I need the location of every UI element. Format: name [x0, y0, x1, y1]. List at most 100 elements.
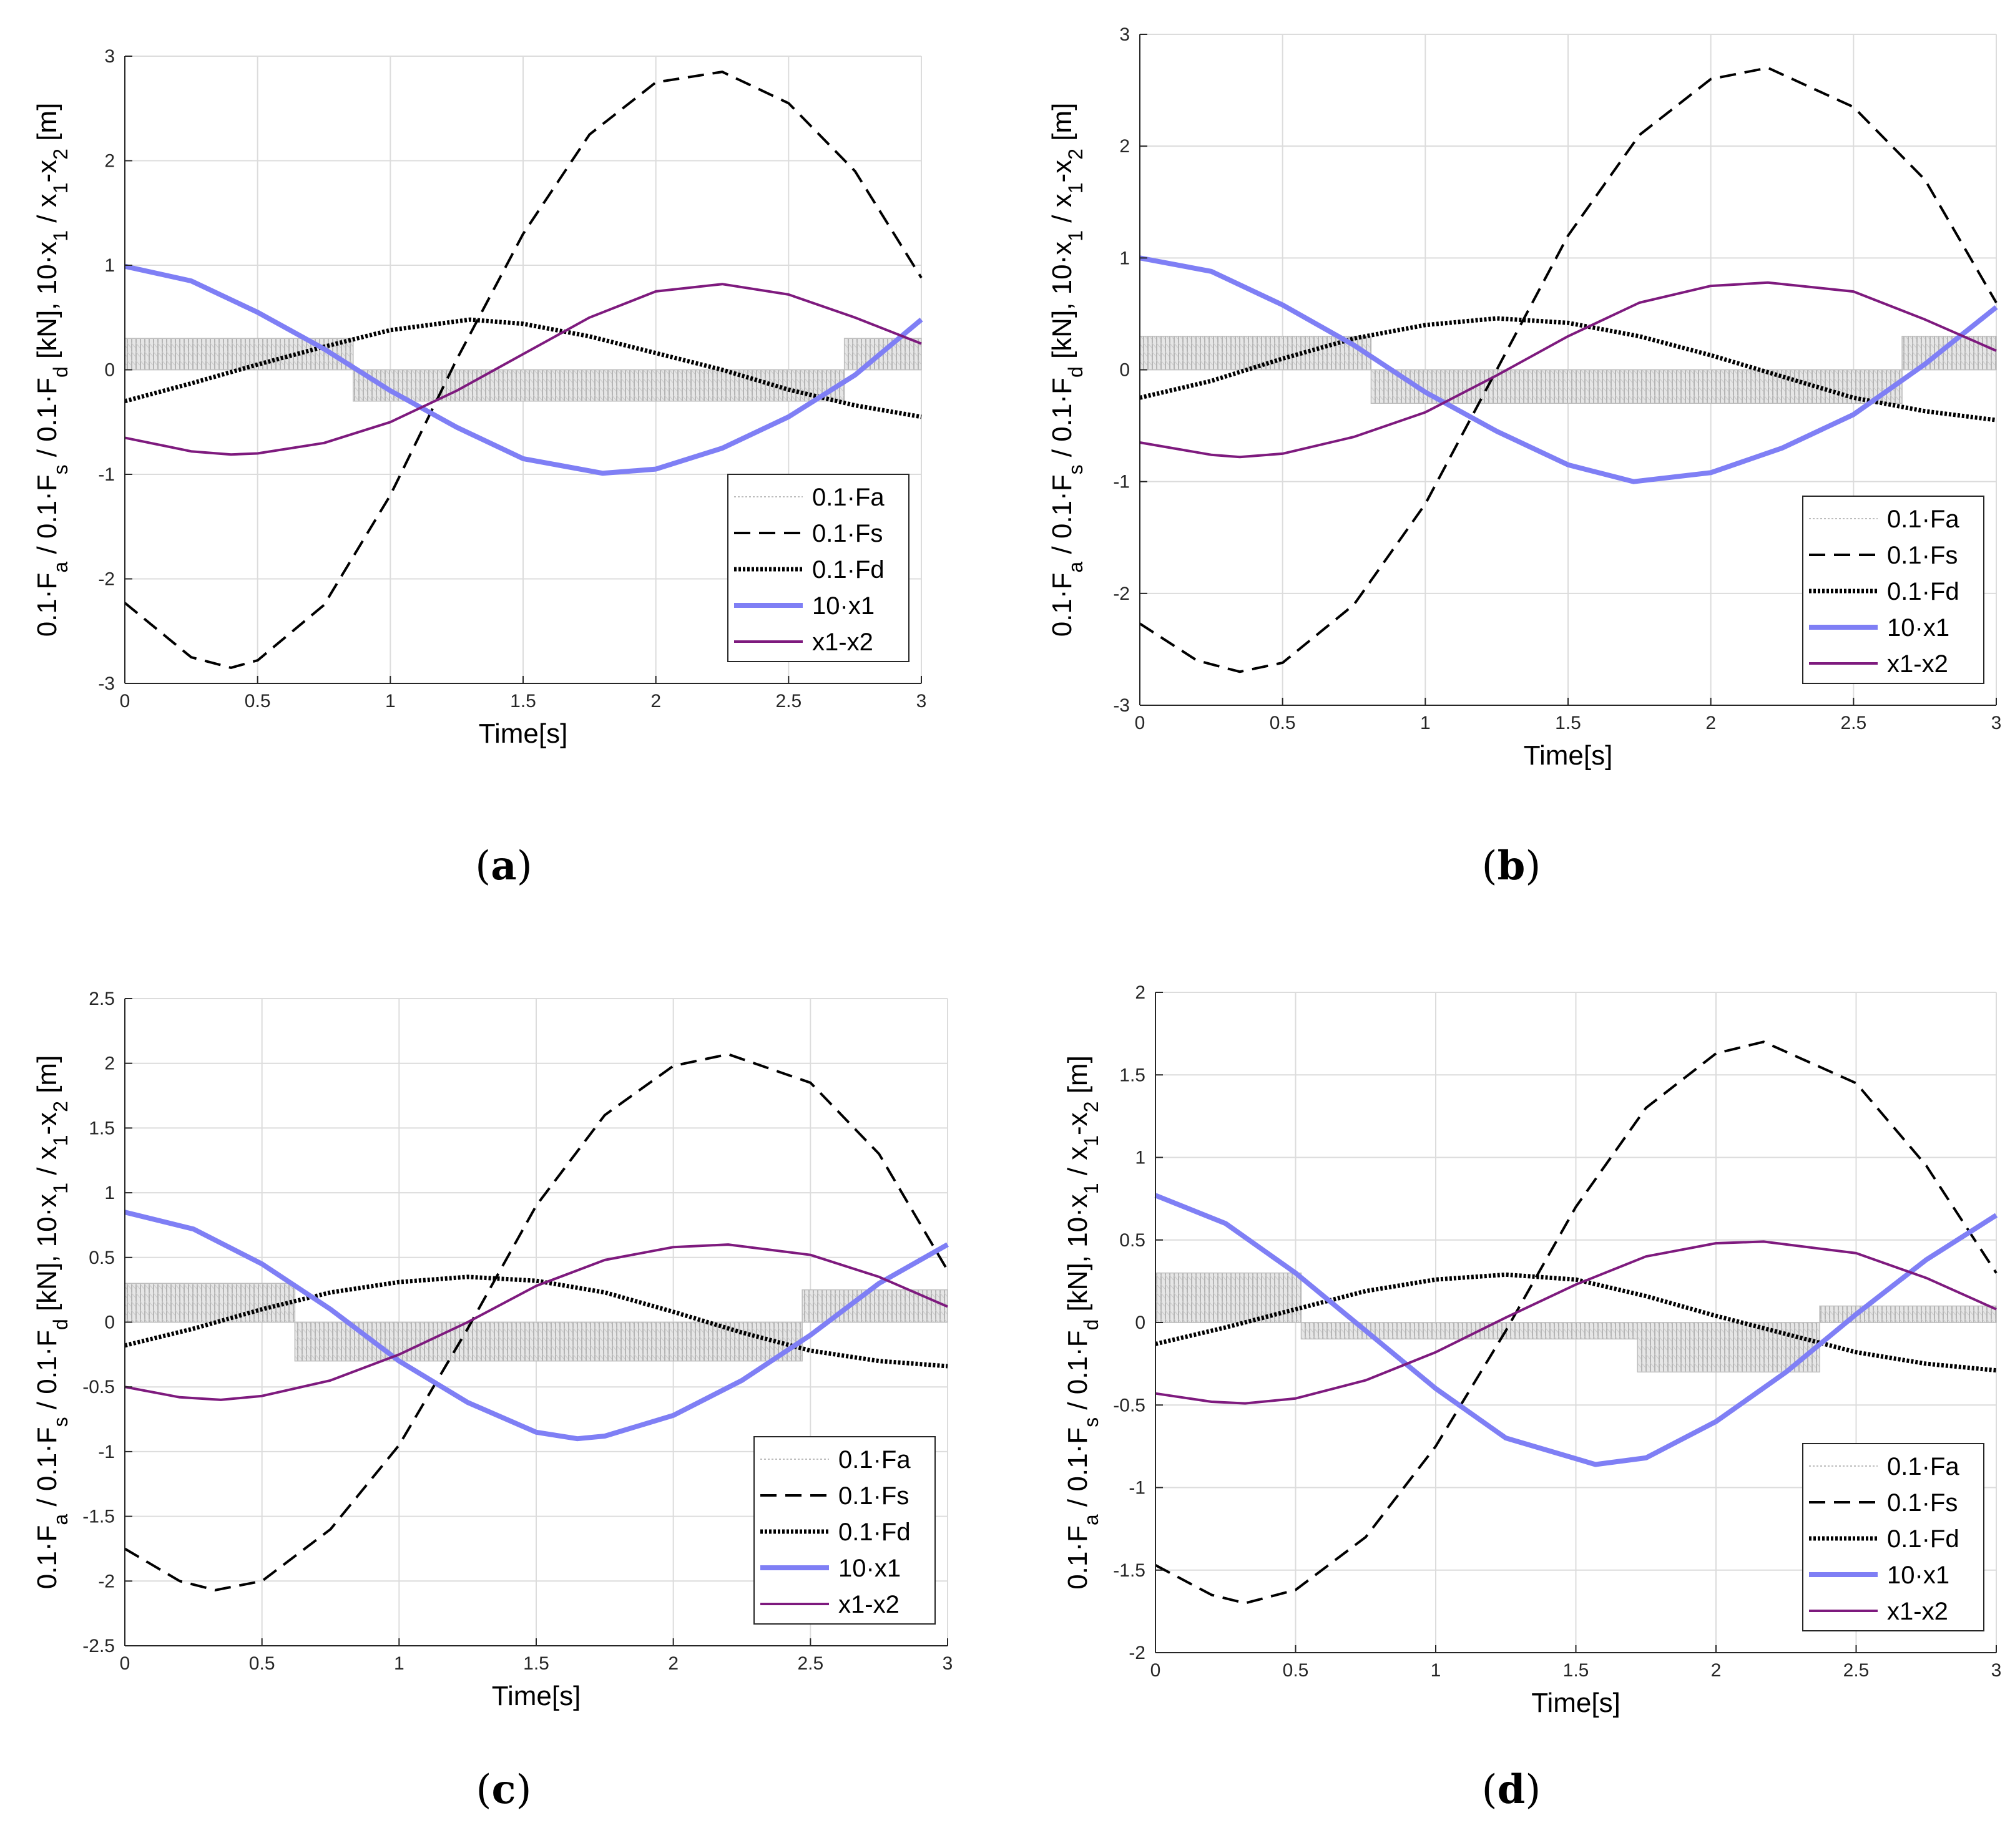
y-tick-label-c-1: -2: [98, 1571, 115, 1591]
y-axis-label-a: 0.1·Fa / 0.1·Fs / 0.1·Fd [kN], 10·x1 / x…: [32, 103, 72, 637]
y-axis-label-c: 0.1·Fa / 0.1·Fs / 0.1·Fd [kN], 10·x1 / x…: [32, 1055, 72, 1590]
y-tick-label-a-6: 3: [104, 46, 115, 67]
panel-a: 0 0.5 1 1.5 2 2.5 3 -3 -2 -1 0 1 2 3 Time[s] 0.1·Fa / 0…: [0, 0, 1007, 924]
x-tick-label-b-0: 0: [1135, 713, 1145, 733]
x-axis-label-d: Time[s]: [1531, 1688, 1620, 1718]
x-axis-label-c: Time[s]: [492, 1681, 581, 1711]
y-tick-label-c-5: 0: [104, 1313, 115, 1333]
x-tick-label-a-4: 2: [650, 691, 661, 711]
legend-label-c-Fd: 0.1·Fd: [838, 1518, 911, 1546]
x-tick-label-b-5: 2.5: [1840, 713, 1866, 733]
x-tick-label-a-0: 0: [120, 691, 130, 711]
x1-x2-line-b: [1139, 281, 1997, 459]
y-tick-label-b-4: 1: [1119, 248, 1130, 268]
caption-a: (a): [475, 843, 532, 889]
x-tick-label-d-1: 0.5: [1283, 1660, 1309, 1681]
y-tick-label-d-6: 1: [1135, 1148, 1145, 1168]
x-tick-label-b-3: 1.5: [1555, 713, 1581, 733]
fs-line-b: [1139, 66, 1998, 673]
x-tick-label-b-2: 1: [1420, 713, 1431, 733]
legend-label-b-Fs: 0.1·Fs: [1887, 542, 1958, 569]
fa-band-d-2: [1637, 1322, 1820, 1373]
panel-c: 0 0.5 1 1.5 2 2.5 3 -2.5 -2 -1.5 -1 -0.5 0 0.5 1 1.5 2 2.…: [0, 924, 1007, 1847]
x-tick-label-d-3: 1.5: [1563, 1660, 1589, 1681]
legend-label-c-x1x2: x1-x2: [838, 1591, 900, 1618]
caption-d: (d): [1481, 1766, 1541, 1813]
legend-label-a-Fa: 0.1·Fa: [812, 484, 885, 511]
y-tick-label-c-10: 2.5: [89, 989, 115, 1009]
caption-c: (c): [476, 1766, 532, 1813]
fs-line-c: [124, 1053, 949, 1591]
x-tick-label-d-6: 3: [1991, 1660, 2002, 1681]
x-axis-label-a: Time[s]: [479, 718, 568, 749]
y-tick-label-c-2: -1.5: [82, 1507, 115, 1527]
caption-b-letter: b: [1497, 843, 1526, 889]
fa-band-a-1: [353, 369, 845, 402]
x-tick-label-c-3: 1.5: [523, 1653, 549, 1674]
fa-band-a-0: [124, 338, 354, 371]
x-tick-label-b-1: 0.5: [1270, 713, 1296, 733]
legend-label-a-Fs: 0.1·Fs: [812, 520, 883, 547]
y-tick-label-d-4: 0: [1135, 1313, 1145, 1333]
x-tick-label-c-5: 2.5: [797, 1653, 823, 1674]
y-tick-label-c-0: -2.5: [82, 1636, 115, 1656]
x1-x2-line-c: [124, 1243, 948, 1401]
legend-label-d-Fd: 0.1·Fd: [1887, 1525, 1959, 1553]
y-axis-label-b: 0.1·Fa / 0.1·Fs / 0.1·Fd [kN], 10·x1 / x…: [1047, 103, 1087, 637]
legend-label-b-x1: 10·x1: [1887, 614, 1949, 642]
y-tick-label-d-1: -1.5: [1113, 1560, 1145, 1581]
x-tick-label-c-1: 0.5: [249, 1653, 275, 1674]
y-tick-label-b-3: 0: [1119, 360, 1130, 381]
y-tick-label-c-6: 0.5: [89, 1248, 115, 1268]
x1-x2-line-a: [124, 283, 922, 456]
x-tick-label-a-1: 0.5: [245, 691, 271, 711]
y-tick-label-d-0: -2: [1129, 1643, 1145, 1663]
y-tick-label-d-3: -0.5: [1113, 1395, 1145, 1415]
y-tick-label-d-7: 1.5: [1119, 1065, 1145, 1085]
y-tick-label-a-3: 0: [104, 360, 115, 381]
x-tick-label-c-2: 1: [394, 1653, 404, 1674]
x-tick-label-a-2: 1: [385, 691, 396, 711]
y-tick-label-d-2: -1: [1129, 1478, 1145, 1498]
caption-a-letter: a: [491, 843, 517, 889]
caption-b: (b): [1481, 843, 1541, 889]
caption-c-letter: c: [491, 1766, 516, 1813]
legend-label-d-x1: 10·x1: [1887, 1562, 1949, 1589]
x1-x2-line-d: [1155, 1240, 1997, 1405]
y-tick-label-b-0: -3: [1113, 695, 1130, 716]
legend-label-c-Fs: 0.1·Fs: [838, 1482, 909, 1510]
fa-band-d-0: [1155, 1272, 1302, 1323]
fd-line-b: [1139, 316, 1997, 423]
y-tick-label-a-5: 2: [104, 151, 115, 172]
legend-label-b-x1x2: x1-x2: [1887, 650, 1948, 678]
x1-line-a: [124, 263, 923, 476]
x-tick-label-c-6: 3: [943, 1653, 953, 1674]
fa-band-c-1: [294, 1321, 803, 1362]
y-tick-label-d-8: 2: [1135, 982, 1145, 1003]
y-tick-label-a-4: 1: [104, 255, 115, 276]
x-tick-label-b-4: 2: [1705, 713, 1716, 733]
x-tick-label-c-0: 0: [120, 1653, 130, 1674]
legend-label-c-x1: 10·x1: [838, 1555, 901, 1582]
y-tick-label-b-2: -1: [1113, 472, 1130, 492]
fd-line-a: [124, 317, 922, 419]
x-tick-label-d-4: 2: [1711, 1660, 1722, 1681]
panel-d: 0 0.5 1 1.5 2 2.5 3 -2 -1.5 -1 -0.5 0 0.5 1 1.5 2 Time[s…: [1007, 924, 2015, 1847]
x-tick-label-b-6: 3: [1991, 713, 2002, 733]
legend-label-d-x1x2: x1-x2: [1887, 1598, 1948, 1625]
x-tick-label-d-2: 1: [1431, 1660, 1441, 1681]
legend-label-a-x1: 10·x1: [812, 592, 875, 620]
fs-line-d: [1155, 1040, 1998, 1605]
y-tick-label-a-1: -2: [98, 569, 115, 590]
x-tick-label-a-5: 2.5: [775, 691, 802, 711]
x-tick-label-c-4: 2: [668, 1653, 679, 1674]
x-axis-label-b: Time[s]: [1524, 740, 1613, 771]
legend-label-d-Fs: 0.1·Fs: [1887, 1489, 1958, 1517]
chart-a: 0 0.5 1 1.5 2 2.5 3 -3 -2 -1 0 1 2 3 Time[s] 0.1·Fa / 0…: [32, 46, 926, 749]
legend-label-c-Fa: 0.1·Fa: [838, 1446, 911, 1474]
panel-b: 0 0.5 1 1.5 2 2.5 3 -3 -2 -1 0 1 2 3 Time[s] 0.1·Fa / 0…: [1007, 0, 2015, 924]
y-tick-label-b-6: 3: [1119, 24, 1130, 45]
y-tick-label-c-7: 1: [104, 1183, 115, 1203]
fd-line-d: [1155, 1272, 1997, 1373]
legend-label-a-Fd: 0.1·Fd: [812, 556, 885, 584]
